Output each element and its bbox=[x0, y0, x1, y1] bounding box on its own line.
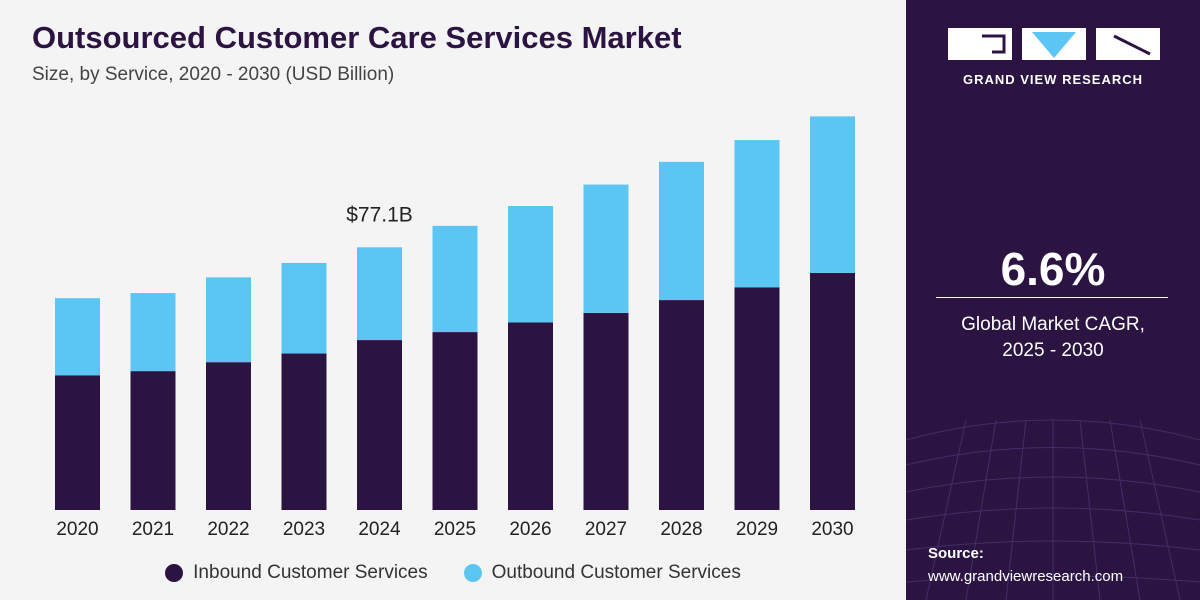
cagr-label-line2: 2025 - 2030 bbox=[1002, 340, 1104, 361]
bar-inbound-2024 bbox=[357, 340, 402, 510]
grand-view-research-logo bbox=[948, 28, 1160, 60]
bar-chart: 2020 2021 2022 2023 2024 $77.1B 2025 2026 2027 20… bbox=[55, 116, 855, 540]
bar-inbound-2021 bbox=[130, 371, 176, 510]
bar-outbound-2022 bbox=[206, 277, 251, 363]
bar-outbound-2028 bbox=[659, 161, 704, 301]
x-tick-label-2028: 2028 bbox=[660, 519, 702, 540]
legend-item-inbound: Inbound Customer Services bbox=[165, 562, 428, 584]
x-tick-label-2023: 2023 bbox=[283, 519, 325, 540]
source-url[interactable]: www.grandviewresearch.com bbox=[928, 568, 1124, 585]
x-tick-label-2020: 2020 bbox=[56, 519, 98, 540]
x-tick-label-2026: 2026 bbox=[509, 519, 551, 540]
bar-outbound-2021 bbox=[130, 293, 176, 372]
bar-inbound-2029 bbox=[734, 287, 780, 510]
bar-outbound-2030 bbox=[810, 116, 855, 273]
bar-inbound-2028 bbox=[659, 300, 704, 510]
bar-outbound-2023 bbox=[281, 262, 327, 354]
bar-inbound-2027 bbox=[583, 312, 629, 510]
x-tick-label-2030: 2030 bbox=[811, 519, 853, 540]
grid-background-graphic bbox=[906, 419, 1200, 600]
x-tick-label-2024: 2024 bbox=[358, 519, 401, 540]
cagr-value: 6.6% bbox=[1000, 243, 1106, 295]
legend-swatch-outbound bbox=[463, 564, 482, 582]
brand-name: GRAND VIEW RESEARCH bbox=[962, 72, 1144, 87]
data-label-2024: $77.1B bbox=[346, 203, 413, 226]
bar-outbound-2027 bbox=[583, 184, 629, 313]
legend-item-outbound: Outbound Customer Services bbox=[463, 562, 741, 584]
chart-panel: Outsourced Customer Care Services Market… bbox=[0, 0, 906, 600]
cagr-divider bbox=[936, 297, 1168, 298]
bar-inbound-2030 bbox=[810, 272, 855, 510]
source-label: Source: bbox=[928, 545, 984, 562]
bar-outbound-2026 bbox=[508, 206, 553, 323]
bar-inbound-2026 bbox=[508, 322, 553, 510]
info-sidebar: GRAND VIEW RESEARCH 6.6% Global Market C… bbox=[906, 0, 1200, 600]
legend-swatch-inbound bbox=[165, 564, 184, 582]
bar-inbound-2022 bbox=[206, 362, 251, 510]
legend-label-outbound: Outbound Customer Services bbox=[491, 562, 741, 583]
bar-outbound-2020 bbox=[55, 298, 100, 376]
bar-outbound-2025 bbox=[432, 225, 478, 333]
x-tick-label-2027: 2027 bbox=[585, 519, 627, 540]
bar-inbound-2025 bbox=[432, 332, 478, 510]
x-tick-label-2021: 2021 bbox=[132, 519, 174, 540]
chart-subtitle: Size, by Service, 2020 - 2030 (USD Billi… bbox=[32, 64, 395, 85]
bar-inbound-2020 bbox=[55, 375, 100, 510]
cagr-label: Global Market CAGR, 2025 - 2030 bbox=[906, 312, 1200, 364]
bar-outbound-2024 bbox=[357, 247, 402, 341]
legend-label-inbound: Inbound Customer Services bbox=[193, 562, 428, 583]
x-tick-label-2029: 2029 bbox=[736, 519, 778, 540]
legend: Inbound Customer Services Outbound Custo… bbox=[0, 562, 906, 584]
x-tick-label-2022: 2022 bbox=[207, 519, 249, 540]
bar-outbound-2029 bbox=[734, 140, 780, 288]
bar-inbound-2023 bbox=[281, 353, 327, 510]
chart-title: Outsourced Customer Care Services Market bbox=[32, 20, 682, 55]
x-tick-label-2025: 2025 bbox=[434, 519, 476, 540]
cagr-label-line1: Global Market CAGR, bbox=[961, 314, 1145, 335]
